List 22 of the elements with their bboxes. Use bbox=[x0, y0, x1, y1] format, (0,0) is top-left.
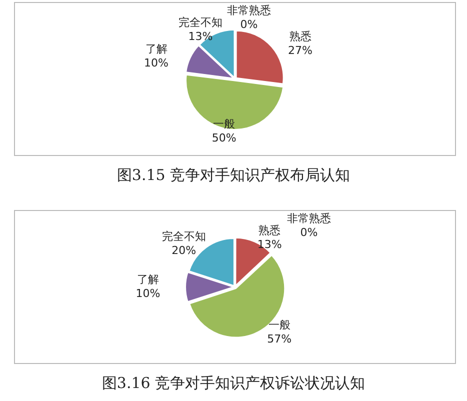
slice-label: 一般 bbox=[213, 117, 236, 130]
text: 0% bbox=[300, 226, 318, 239]
slice-label: 一般 bbox=[268, 318, 290, 332]
slice-label: 熟悉 bbox=[258, 224, 281, 238]
data-label: 13% bbox=[188, 30, 213, 44]
slice-label: 了解 bbox=[137, 272, 159, 286]
data-label: 27% bbox=[288, 44, 312, 57]
slice-label: 完全不知 bbox=[178, 16, 222, 30]
category-label: 非常熟悉 bbox=[287, 212, 331, 225]
data-label: 20% bbox=[172, 244, 196, 257]
data-label: 50% bbox=[212, 131, 236, 144]
category-label: 非常熟悉 bbox=[227, 4, 271, 17]
data-label: 13% bbox=[257, 238, 282, 252]
data-label: 10% bbox=[136, 286, 160, 300]
text: 图3.15 竞争对手知识产权布局认知 bbox=[116, 166, 352, 185]
data-label: 10% bbox=[144, 56, 169, 70]
text: 0% bbox=[240, 18, 258, 31]
slice-label: 了解 bbox=[145, 42, 168, 56]
text: 图3.16 竞争对手知识产权诉讼状况认知 bbox=[100, 374, 366, 393]
data-label: 57% bbox=[267, 332, 292, 346]
slice-label: 熟悉 bbox=[289, 30, 312, 43]
slice-label: 完全不知 bbox=[162, 230, 206, 243]
